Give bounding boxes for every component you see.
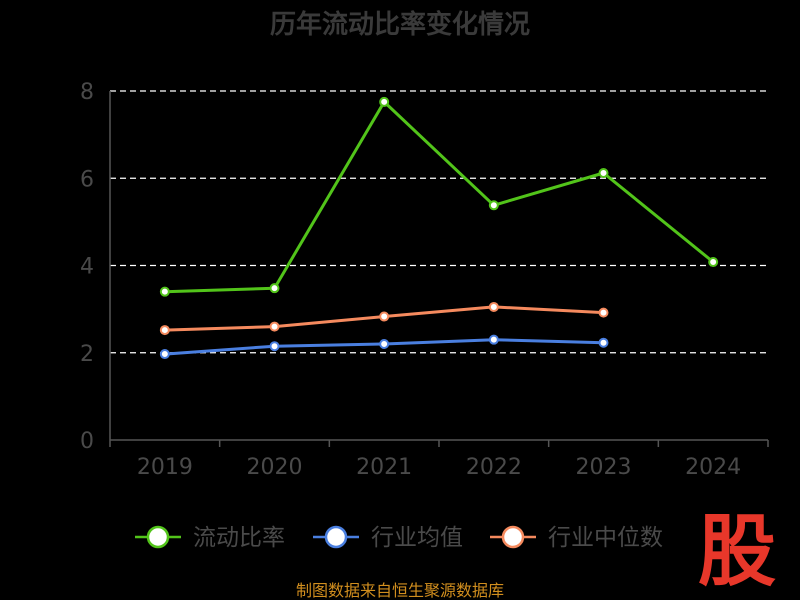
x-tick-label: 2020	[247, 455, 303, 480]
legend-label: 行业均值	[371, 525, 463, 551]
x-tick-label: 2019	[137, 455, 193, 480]
data-point	[598, 168, 609, 179]
data-point	[708, 257, 719, 268]
data-point	[488, 301, 499, 312]
legend-label: 行业中位数	[548, 525, 663, 551]
data-point	[488, 200, 499, 211]
data-point	[598, 337, 609, 348]
data-point	[269, 321, 280, 332]
series-layer	[159, 96, 719, 360]
data-point	[159, 349, 170, 360]
data-point	[159, 325, 170, 336]
data-point	[379, 96, 390, 107]
grid-lines	[110, 90, 768, 354]
logo-mark: 股	[698, 507, 776, 597]
chart-title: 历年流动比率变化情况	[270, 9, 530, 40]
data-point	[269, 283, 280, 294]
x-tick-label: 2024	[685, 455, 741, 480]
data-point	[379, 311, 390, 322]
data-point	[488, 334, 499, 345]
y-tick-label: 4	[80, 255, 94, 280]
y-tick-label: 8	[80, 80, 94, 105]
x-tick-label: 2022	[466, 455, 522, 480]
legend-marker	[146, 525, 170, 549]
series-line	[163, 100, 715, 294]
data-point	[159, 286, 170, 297]
legend: 流动比率 行业均值 行业中位数	[135, 525, 663, 551]
y-tick-label: 0	[80, 429, 94, 454]
data-point	[379, 339, 390, 350]
x-tick-label: 2023	[576, 455, 632, 480]
y-tick-label: 2	[80, 342, 94, 367]
legend-marker	[501, 525, 525, 549]
legend-marker	[324, 525, 348, 549]
data-point	[598, 307, 609, 318]
x-tick-label: 2021	[356, 455, 412, 480]
source-note: 制图数据来自恒生聚源数据库	[296, 581, 504, 600]
y-tick-label: 6	[80, 167, 94, 192]
axes: 0 2 4 6 8 2019 2020 2021 2022 2023 2024	[80, 80, 769, 480]
data-point	[269, 341, 280, 352]
legend-label: 流动比率	[193, 525, 285, 551]
